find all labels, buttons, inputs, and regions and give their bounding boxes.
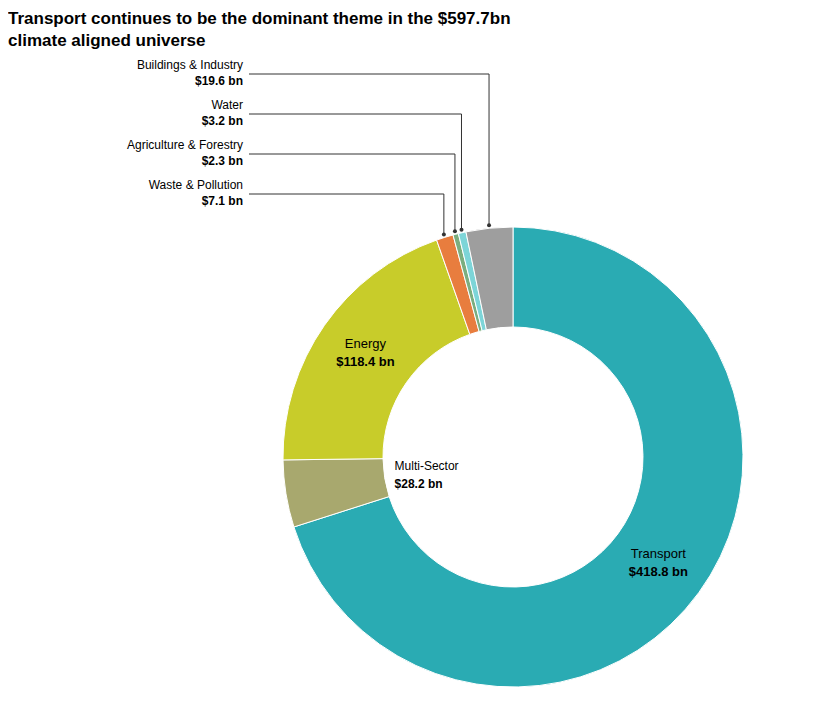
svg-text:$2.3 bn: $2.3 bn <box>202 154 243 168</box>
svg-text:$418.8 bn: $418.8 bn <box>629 564 688 579</box>
svg-text:Waste & Pollution: Waste & Pollution <box>149 178 243 192</box>
svg-text:Water: Water <box>211 98 243 112</box>
svg-text:$19.6 bn: $19.6 bn <box>195 74 243 88</box>
svg-text:$3.2 bn: $3.2 bn <box>202 114 243 128</box>
svg-text:Transport: Transport <box>631 546 687 561</box>
svg-text:$7.1 bn: $7.1 bn <box>202 194 243 208</box>
svg-text:$28.2 bn: $28.2 bn <box>395 477 443 491</box>
svg-text:Agriculture & Forestry: Agriculture & Forestry <box>127 138 243 152</box>
svg-text:Buildings & Industry: Buildings & Industry <box>137 58 243 72</box>
svg-text:$118.4 bn: $118.4 bn <box>336 354 395 369</box>
svg-text:Multi-Sector: Multi-Sector <box>395 459 459 473</box>
svg-text:Energy: Energy <box>345 336 387 351</box>
html-text:climate aligned universe: climate aligned universe <box>8 31 206 50</box>
html-text:Transport continues to be the: Transport continues to be the dominant t… <box>8 9 511 28</box>
